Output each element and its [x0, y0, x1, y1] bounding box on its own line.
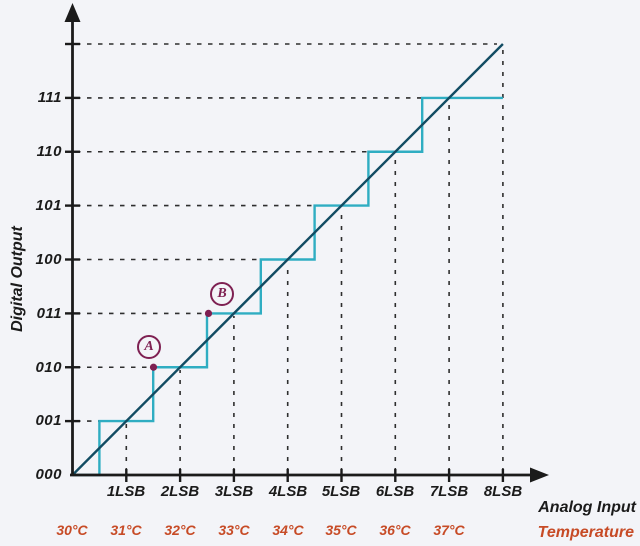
annotation-circle-b: B — [210, 282, 234, 306]
y-axis-arrow-icon — [64, 3, 81, 22]
y-tick-label-011: 011 — [36, 304, 62, 322]
ideal-transfer-line — [71, 43, 504, 476]
temp-label-32c: 32°C — [164, 522, 196, 538]
x-tick-label-2lsb: 2LSB — [160, 483, 200, 500]
y-tick-label-110: 110 — [36, 143, 62, 160]
staircase-transfer-curve — [72, 96, 503, 477]
annotation-circle-a: A — [137, 335, 161, 359]
x-tick-label-3lsb: 3LSB — [214, 483, 254, 500]
temp-label-34c: 34°C — [272, 522, 304, 538]
y-tick-label-111: 111 — [37, 89, 62, 106]
point-b-dot — [204, 309, 213, 317]
y-tick-label-101: 101 — [35, 197, 62, 214]
point-a-dot — [149, 363, 158, 371]
annotation-label-a: A — [144, 339, 154, 354]
x-tick-label-6lsb: 6LSB — [375, 483, 415, 500]
y-tick-label-001: 001 — [35, 412, 62, 429]
y-axis-ticks — [65, 42, 80, 423]
temperature-axis-title: Temperature — [537, 524, 634, 541]
y-tick-label-100: 100 — [35, 250, 62, 268]
y-tick-label-010: 010 — [35, 358, 62, 376]
annotation-label-b: B — [217, 286, 227, 301]
x-tick-label-4lsb: 4LSB — [268, 483, 308, 500]
x-tick-label-1lsb: 1LSB — [106, 483, 146, 500]
vertical-dashed-guides — [125, 47, 504, 472]
x-axis-ticks — [125, 469, 505, 482]
x-tick-label-5lsb: 5LSB — [321, 483, 361, 500]
temp-label-33c: 33°C — [218, 522, 250, 538]
x-tick-label-8lsb: 8LSB — [483, 483, 523, 500]
temp-label-35c: 35°C — [325, 522, 357, 538]
horizontal-dashed-guides — [76, 43, 497, 422]
temp-label-37c: 37°C — [433, 522, 465, 538]
temp-label-31c: 31°C — [110, 522, 142, 538]
temp-label-30c: 30°C — [56, 522, 88, 538]
x-axis-title: Analog Input — [538, 499, 636, 516]
temp-label-36c: 36°C — [379, 522, 411, 538]
y-axis-title: Digital Output — [9, 226, 26, 332]
x-tick-label-7lsb: 7LSB — [429, 483, 469, 500]
x-axis-arrow-icon — [530, 467, 549, 483]
y-tick-label-000: 000 — [35, 466, 62, 483]
